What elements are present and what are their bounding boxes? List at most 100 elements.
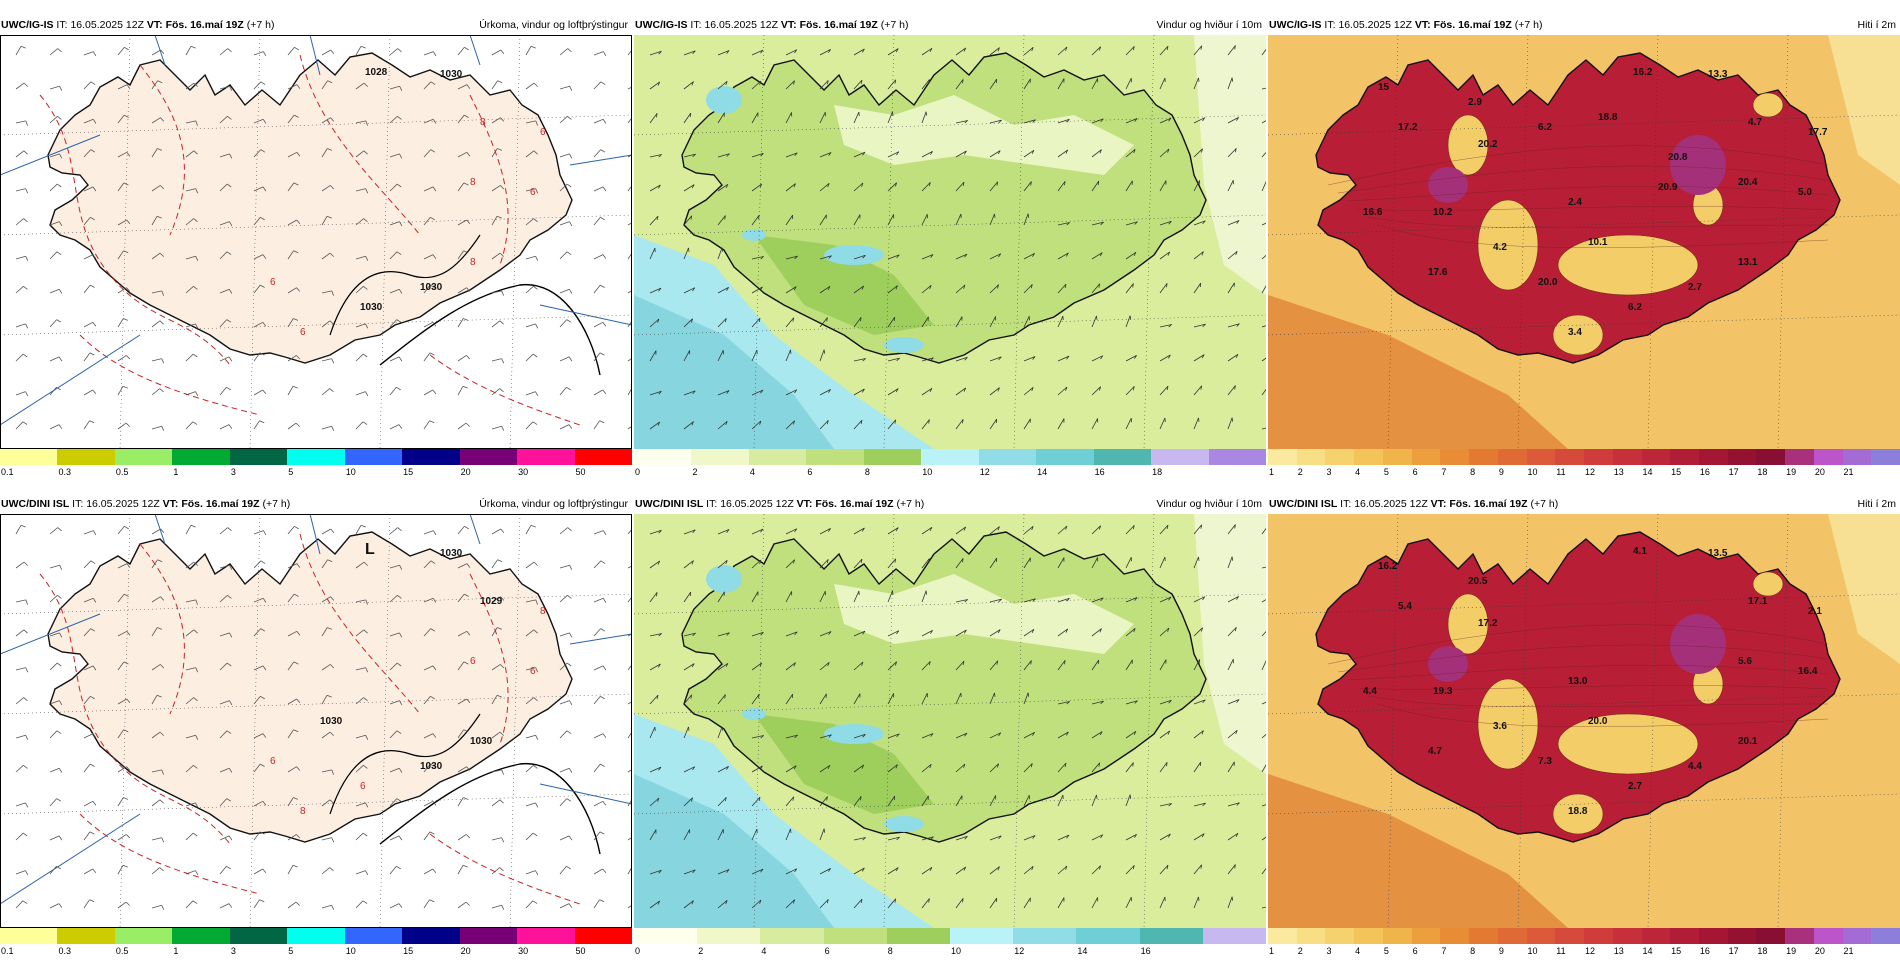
legend-tick-label: 15 xyxy=(403,946,413,956)
legend-swatch xyxy=(1498,928,1527,944)
contour-value-label: 1029 xyxy=(480,596,503,607)
legend-tick-label: 4 xyxy=(750,467,755,477)
legend-tick-label: 10 xyxy=(1528,467,1538,477)
vt-value: Fös. 16.maí 19Z xyxy=(1449,498,1527,510)
vt-value: Fös. 16.maí 19Z xyxy=(166,19,244,31)
legend-swatch xyxy=(1268,928,1297,944)
lead-time: (+7 h) xyxy=(1530,498,1558,510)
contour-value-label: 6 xyxy=(530,187,536,198)
legend-swatch xyxy=(1076,928,1139,944)
legend-tick-label: 11 xyxy=(1556,946,1565,956)
map-area[interactable] xyxy=(634,35,1266,449)
vt-label: VT: xyxy=(1431,498,1447,510)
legend-tick-label: 30 xyxy=(518,467,528,477)
legend-swatch xyxy=(697,928,760,944)
contour-value-label: 8 xyxy=(480,117,486,128)
legend-tick-label: 2 xyxy=(692,467,697,477)
temperature-value-label: 17.1 xyxy=(1748,596,1768,607)
legend-swatch xyxy=(0,449,57,465)
legend-swatch xyxy=(1584,449,1613,465)
temp-map: 13.54.117.12.116.45.620.14.42.718.87.320… xyxy=(1268,514,1900,928)
legend-swatch xyxy=(0,928,57,944)
legend-tick-label: 16 xyxy=(1700,946,1710,956)
legend-tick-label: 30 xyxy=(518,946,528,956)
legend-swatch xyxy=(1699,928,1728,944)
color-legend xyxy=(1268,928,1900,944)
legend-swatch xyxy=(57,928,114,944)
temperature-value-label: 20.1 xyxy=(1738,736,1758,747)
legend-swatch xyxy=(460,449,517,465)
temperature-value-label: 4.2 xyxy=(1493,242,1507,253)
legend-swatch xyxy=(57,449,114,465)
color-legend xyxy=(634,928,1266,944)
legend-swatch xyxy=(1785,449,1814,465)
legend-tick-label: 16 xyxy=(1700,467,1710,477)
legend-swatch xyxy=(575,449,632,465)
legend-swatch xyxy=(230,449,287,465)
legend-tick-label: 1 xyxy=(173,467,178,477)
legend-swatch xyxy=(1354,449,1383,465)
legend-swatch xyxy=(824,928,887,944)
legend-tick-label: 20 xyxy=(461,467,471,477)
legend-swatch xyxy=(1036,449,1093,465)
vt-label: VT: xyxy=(147,19,163,31)
legend-tick-label: 50 xyxy=(576,946,586,956)
legend-tick-label: 4 xyxy=(1355,467,1360,477)
temperature-value-label: 20.0 xyxy=(1588,716,1608,727)
contour-value-label: 8 xyxy=(300,806,306,817)
contour-value-label: 1030 xyxy=(420,282,443,293)
field-title: Hiti í 2m xyxy=(1857,495,1896,513)
cool-highland-area xyxy=(1753,572,1783,596)
contour-value-label: 1030 xyxy=(320,716,343,727)
lead-time: (+7 h) xyxy=(881,19,909,31)
legend-tick-label: 5 xyxy=(1384,467,1389,477)
legend-swatch xyxy=(1383,449,1412,465)
legend-swatch xyxy=(517,928,574,944)
legend-tick-label: 12 xyxy=(980,467,990,477)
temperature-value-label: 13.1 xyxy=(1738,257,1758,268)
legend-tick-label: 17 xyxy=(1729,467,1739,477)
legend-tick-label: 21 xyxy=(1844,467,1854,477)
legend-tick-label: 18 xyxy=(1757,946,1767,956)
wind-panel-igis: UWC/IG-IS IT: 16.05.2025 12Z VT: Fös. 16… xyxy=(634,16,1266,486)
legend-swatch xyxy=(1814,449,1843,465)
it-value: 16.05.2025 12Z xyxy=(86,498,160,510)
vt-value: Fös. 16.maí 19Z xyxy=(800,19,878,31)
run-info: UWC/IG-IS IT: 16.05.2025 12Z VT: Fös. 16… xyxy=(1269,16,1542,34)
temperature-value-label: 20.4 xyxy=(1738,177,1758,188)
legend-tick-label: 50 xyxy=(576,467,586,477)
contour-value-label: 6 xyxy=(270,756,276,767)
legend-tick-label: 2 xyxy=(1298,467,1303,477)
legend-swatch xyxy=(460,928,517,944)
run-info: UWC/DINI ISL IT: 16.05.2025 12Z VT: Fös.… xyxy=(1,495,290,513)
vt-label: VT: xyxy=(163,498,179,510)
precip-panel-dini: UWC/DINI ISL IT: 16.05.2025 12Z VT: Fös.… xyxy=(0,495,632,965)
temperature-value-label: 20.5 xyxy=(1468,576,1488,587)
model-name: UWC/DINI ISL xyxy=(1,498,69,510)
legend-swatch xyxy=(287,449,344,465)
legend-tick-label: 12 xyxy=(1585,946,1595,956)
legend-tick-label: 20 xyxy=(461,946,471,956)
legend-tick-label: 14 xyxy=(1037,467,1047,477)
temperature-value-label: 4.4 xyxy=(1363,686,1377,697)
legend-swatch xyxy=(1013,928,1076,944)
legend-tick-label: 7 xyxy=(1441,946,1446,956)
legend-swatch xyxy=(1613,449,1642,465)
temperature-value-label: 10.2 xyxy=(1433,207,1453,218)
map-area[interactable] xyxy=(634,514,1266,928)
temperature-value-label: 5.4 xyxy=(1398,601,1412,612)
temperature-value-label: 18.8 xyxy=(1598,112,1618,123)
legend-swatch xyxy=(921,449,978,465)
legend-tick-label: 14 xyxy=(1642,946,1652,956)
legend-tick-label: 16 xyxy=(1095,467,1105,477)
legend-tick-label: 0.1 xyxy=(1,467,14,477)
legend-tick-label: 0.5 xyxy=(116,946,129,956)
legend-tick-label: 15 xyxy=(403,467,413,477)
model-name: UWC/IG-IS xyxy=(1269,19,1322,31)
